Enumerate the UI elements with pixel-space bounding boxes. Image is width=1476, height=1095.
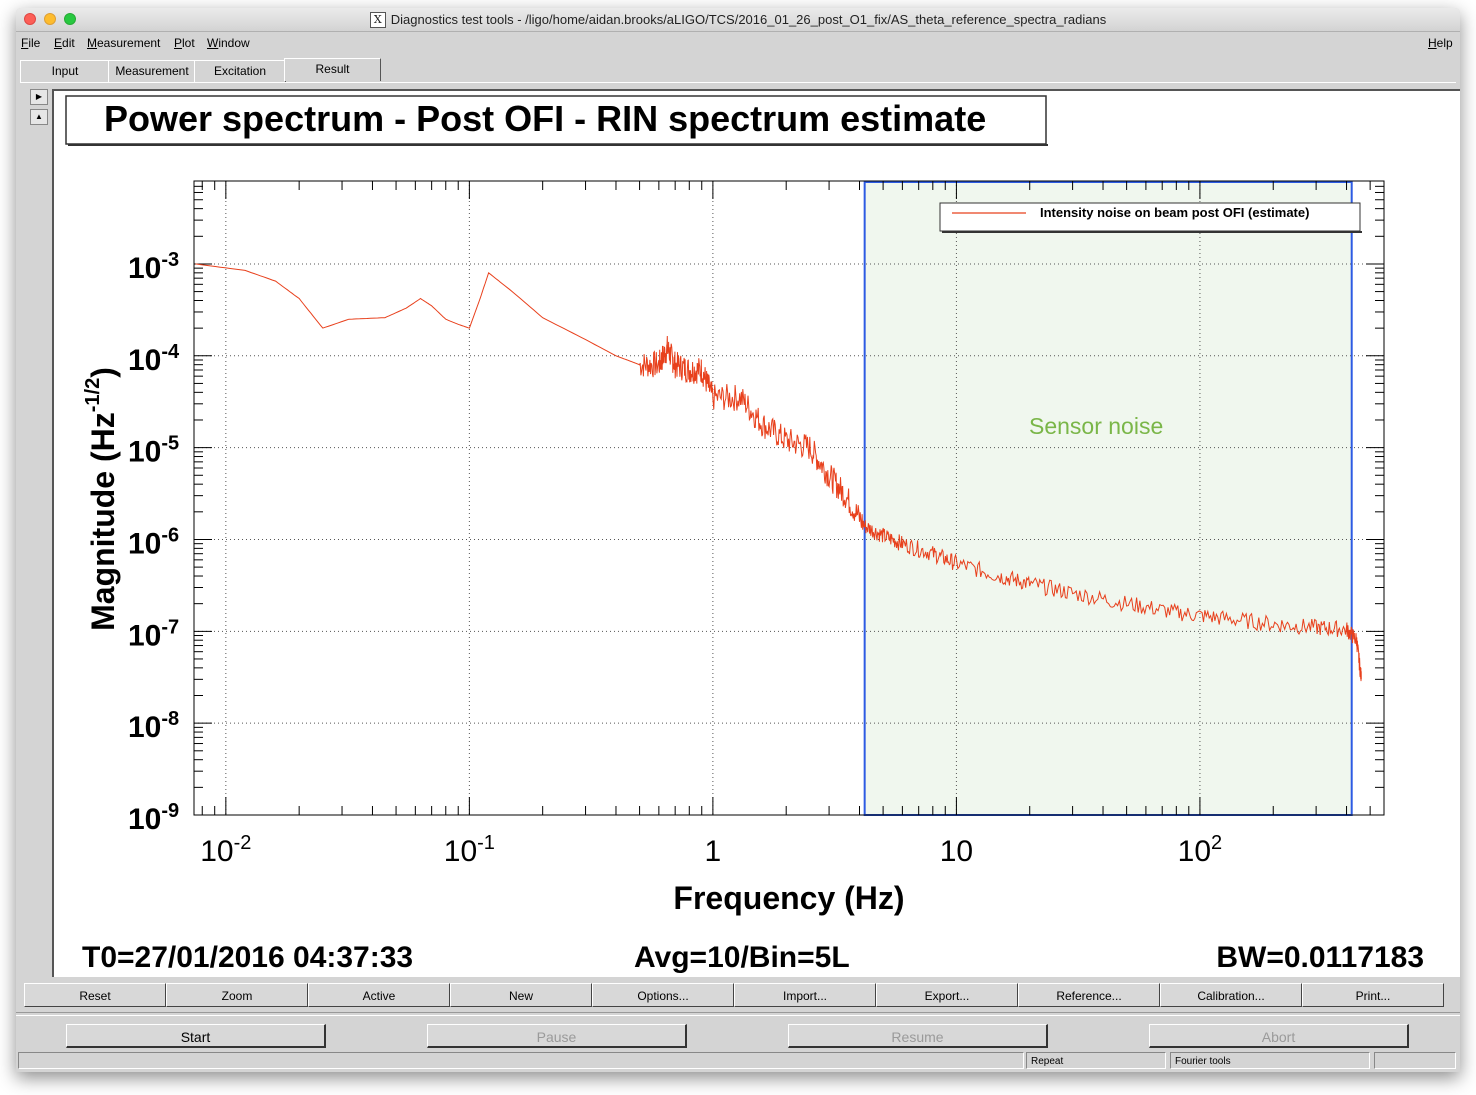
tab-measurement[interactable]: Measurement xyxy=(108,60,196,82)
export-button[interactable]: Export... xyxy=(876,983,1018,1007)
import-button[interactable]: Import... xyxy=(734,983,876,1007)
print-button[interactable]: Print... xyxy=(1302,983,1444,1007)
bw-label: BW=0.0117183 xyxy=(1216,941,1424,974)
x-axis-title: Frequency (Hz) xyxy=(673,880,904,916)
menu-bar: File Edit Measurement Plot Window Help xyxy=(16,32,1460,54)
menu-measurement[interactable]: Measurement xyxy=(87,36,161,50)
tab-excitation[interactable]: Excitation xyxy=(194,60,286,82)
avg-label: Avg=10/Bin=5L xyxy=(634,941,850,974)
control-row: Start Pause Resume Abort xyxy=(16,1020,1460,1048)
y-tick-label: 10-7 xyxy=(128,616,179,652)
x11-icon: X xyxy=(369,11,386,28)
status-extra xyxy=(1374,1052,1456,1069)
reset-button[interactable]: Reset xyxy=(24,983,166,1007)
scroll-up-icon[interactable]: ▲ xyxy=(30,109,48,125)
menu-file[interactable]: File xyxy=(21,36,41,50)
highlight-region xyxy=(863,181,1353,816)
sensor-noise-region xyxy=(863,181,1353,816)
series-line-intensity-noise xyxy=(195,263,1362,682)
x-tick-label: 10-1 xyxy=(444,832,495,868)
menu-help[interactable]: Help xyxy=(1428,36,1453,50)
grid-lines xyxy=(194,181,1384,815)
t0-label: T0=27/01/2016 04:37:33 xyxy=(82,941,413,974)
resume-button[interactable]: Resume xyxy=(788,1024,1048,1048)
plot-canvas[interactable]: Power spectrum - Post OFI - RIN spectrum… xyxy=(52,89,1460,977)
zoom-window-button[interactable] xyxy=(64,13,76,25)
legend-label: Intensity noise on beam post OFI (estima… xyxy=(1040,205,1309,220)
menu-edit[interactable]: Edit xyxy=(54,36,75,50)
pause-button[interactable]: Pause xyxy=(427,1024,687,1048)
plot-button-row: Reset Zoom Active New Options... Import.… xyxy=(24,983,1452,1007)
separator xyxy=(16,1012,1460,1016)
y-tick-labels: 10-3 10-4 10-5 10-6 10-7 10-8 10-9 xyxy=(128,249,180,836)
series-group xyxy=(195,263,1362,682)
tab-result[interactable]: Result xyxy=(284,58,381,81)
title-bar: X Diagnostics test tools - /ligo/home/aid… xyxy=(16,8,1460,32)
app-window: X Diagnostics test tools - /ligo/home/aid… xyxy=(16,8,1460,1072)
y-axis-title-main: Magnitude (Hz xyxy=(85,412,121,631)
y-tick-label: 10-8 xyxy=(128,708,179,744)
new-button[interactable]: New xyxy=(450,983,592,1007)
status-message xyxy=(18,1052,1024,1069)
tab-input[interactable]: Input xyxy=(20,60,110,82)
status-bar: Repeat Fourier tools xyxy=(16,1052,1460,1070)
status-repeat: Repeat xyxy=(1026,1052,1166,1069)
x-tick-label: 1 xyxy=(705,835,722,868)
calibration-button[interactable]: Calibration... xyxy=(1160,983,1302,1007)
scroll-right-icon[interactable]: ▶ xyxy=(30,89,48,105)
active-button[interactable]: Active xyxy=(308,983,450,1007)
reference-button[interactable]: Reference... xyxy=(1018,983,1160,1007)
start-button[interactable]: Start xyxy=(66,1024,326,1048)
axis-ticks xyxy=(194,180,1384,816)
y-axis-title-text: Magnitude (Hz-1/2) xyxy=(82,367,121,631)
menu-window[interactable]: Window xyxy=(207,36,250,50)
status-fourier: Fourier tools xyxy=(1170,1052,1370,1069)
x-tick-label: 10-2 xyxy=(200,832,251,868)
zoom-button[interactable]: Zoom xyxy=(166,983,308,1007)
y-tick-label: 10-4 xyxy=(128,341,180,377)
x-tick-label: 102 xyxy=(1178,832,1223,868)
close-window-button[interactable] xyxy=(24,13,36,25)
y-tick-label: 10-5 xyxy=(128,433,179,469)
sensor-noise-label: Sensor noise xyxy=(1029,413,1163,439)
y-tick-label: 10-3 xyxy=(128,249,179,285)
y-axis-title-exp: -1/2 xyxy=(82,378,104,412)
abort-button[interactable]: Abort xyxy=(1149,1024,1409,1048)
axes-border xyxy=(193,180,1385,816)
window-title: Diagnostics test tools - /ligo/home/aida… xyxy=(390,12,1107,27)
plot-title: Power spectrum - Post OFI - RIN spectrum… xyxy=(104,98,986,139)
minimize-window-button[interactable] xyxy=(44,13,56,25)
options-button[interactable]: Options... xyxy=(592,983,734,1007)
window-title-wrap: X Diagnostics test tools - /ligo/home/aid… xyxy=(16,8,1460,31)
y-tick-label: 10-6 xyxy=(128,524,179,560)
x-tick-labels: 10-2 10-1 1 10 102 xyxy=(200,832,1222,868)
y-tick-label: 10-9 xyxy=(128,800,179,836)
y-axis-title-close: ) xyxy=(85,367,121,378)
menu-plot[interactable]: Plot xyxy=(174,36,195,50)
x-tick-label: 10 xyxy=(940,835,973,868)
y-axis-title: Magnitude (Hz-1/2) xyxy=(82,367,121,631)
spectrum-plot[interactable]: Power spectrum - Post OFI - RIN spectrum… xyxy=(54,91,1458,975)
result-panel: ▶ ▲ Power spectrum - Post OFI - RIN spec… xyxy=(20,82,1460,983)
